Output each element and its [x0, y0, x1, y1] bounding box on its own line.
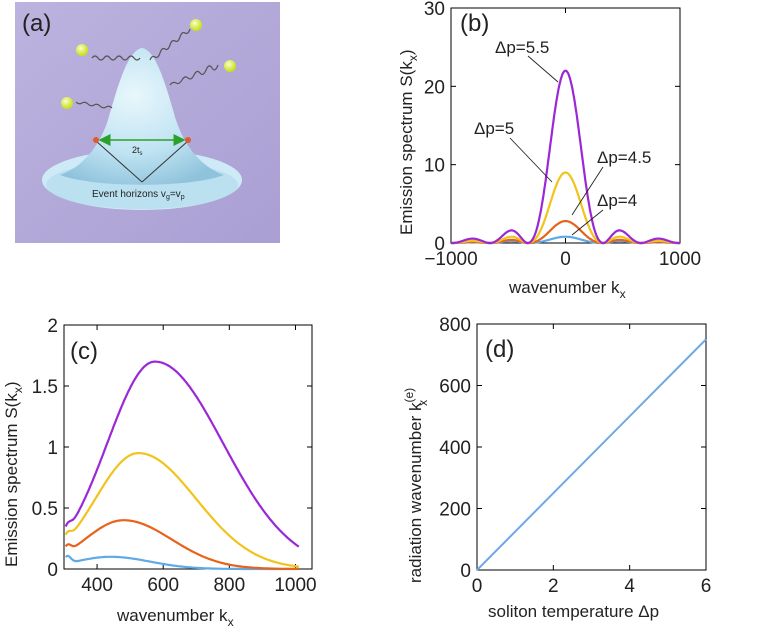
annotation-dp5: Δp=5 [474, 119, 514, 138]
radiation-wave [75, 101, 113, 109]
series-line [451, 171, 680, 245]
x-tick-label: −1000 [424, 249, 477, 270]
particle [76, 44, 88, 56]
panel-label-a: (a) [22, 10, 51, 37]
x-tick-label: 1000 [659, 249, 701, 270]
x-tick-label: 0 [560, 249, 571, 270]
panel-a: 2ts Event horizons vg=vp (a) [15, 2, 280, 243]
y-tick-label: 800 [439, 315, 471, 336]
annotation-dp45: Δp=4.5 [597, 148, 651, 167]
radiation-wave [169, 64, 219, 86]
x-tick-label: 4 [624, 576, 635, 597]
series-line [64, 519, 299, 570]
panel-d: 0 2 4 6 0 200 400 600 800 (d) soliton temperatur… [402, 315, 711, 621]
y-tick-label: 2 [47, 316, 58, 337]
horizon-dot [185, 137, 191, 143]
y-tick-label: 30 [424, 0, 445, 20]
ylabel-c: Emission spectrum S(kx) [2, 382, 25, 568]
particle [61, 97, 73, 109]
series-line [451, 69, 680, 245]
annotation-dp55: Δp=5.5 [495, 38, 549, 57]
horizon-line [95, 140, 143, 183]
radiation-wave [91, 55, 141, 61]
x-tick-label: 600 [147, 575, 179, 596]
annotation-dp4: Δp=4 [597, 191, 637, 210]
soliton-cone [60, 48, 224, 185]
ylabel-b: Emission spectrum S(kx) [397, 50, 420, 236]
width-label: 2ts [132, 145, 143, 157]
y-tick-label: 400 [439, 438, 471, 459]
panel-label-c: (c) [70, 338, 98, 365]
horizon-dot [93, 137, 99, 143]
series-line [64, 360, 300, 548]
xlabel-c: wavenumber kx [116, 606, 234, 629]
x-tick-label: 1000 [274, 575, 316, 596]
y-tick-label: 0 [434, 234, 445, 255]
xlabel-d: soliton temperature Δp [488, 602, 659, 621]
panel-c: 400 600 800 1000 0 0.5 1 1.5 2 (c) wavenumber kx… [2, 316, 317, 629]
y-tick-label: 600 [439, 377, 471, 398]
particle [190, 19, 202, 31]
plot-frame-c [63, 324, 313, 570]
x-tick-label: 6 [701, 576, 712, 597]
x-tick-label: 400 [81, 575, 113, 596]
x-tick-label: 0 [472, 576, 483, 597]
panel-label-b: (b) [460, 10, 489, 37]
y-tick-label: 20 [424, 77, 445, 98]
y-tick-label: 0.5 [32, 499, 58, 520]
x-tick-label: 800 [213, 575, 245, 596]
y-tick-label: 200 [439, 500, 471, 521]
series-line [64, 452, 299, 568]
y-tick-label: 1.5 [32, 377, 58, 398]
series-line [476, 338, 707, 571]
xlabel-b: wavenumber kx [508, 278, 626, 301]
horizon-label: Event horizons vg=vp [92, 189, 185, 201]
x-tick-label: 2 [548, 576, 559, 597]
y-tick-label: 10 [424, 156, 445, 177]
y-tick-label: 0 [460, 561, 471, 582]
particle [224, 60, 236, 72]
y-tick-label: 0 [47, 560, 58, 581]
radiation-wave [149, 28, 191, 61]
horizon-line [141, 140, 189, 183]
y-tick-label: 1 [47, 438, 58, 459]
ylabel-d: radiation wavenumber k(e)x [402, 388, 430, 583]
panel-label-d: (d) [485, 336, 514, 363]
